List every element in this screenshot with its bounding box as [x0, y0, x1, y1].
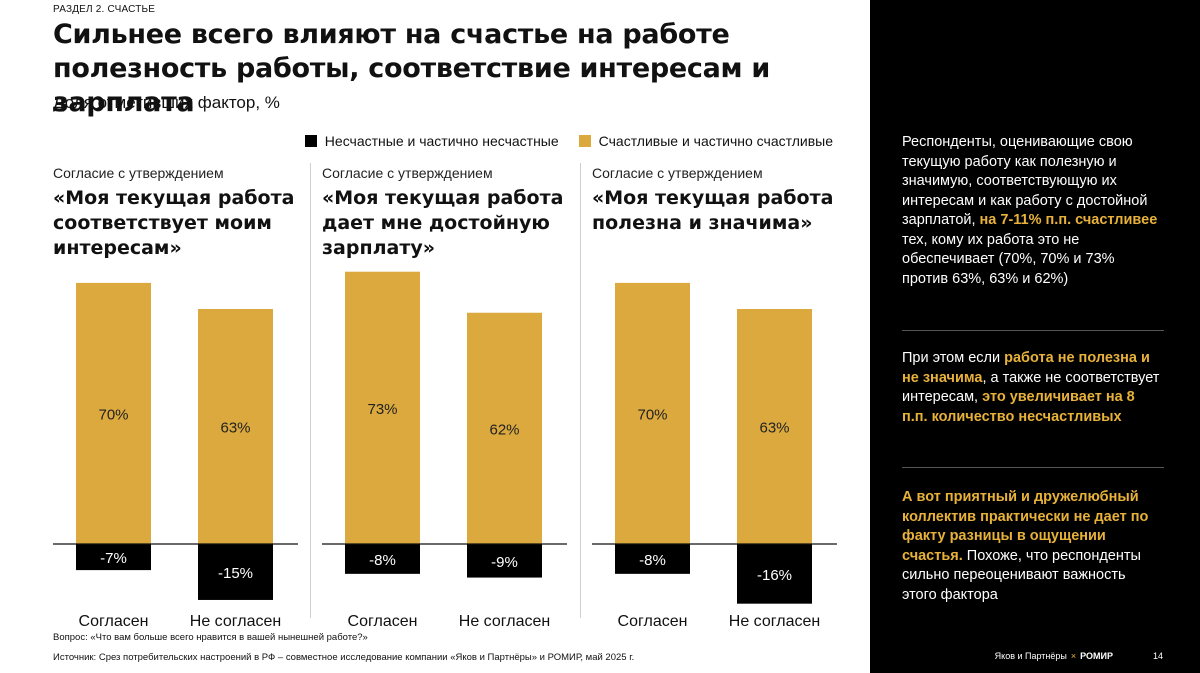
category-label: Не согласен: [190, 613, 281, 630]
insight-2-highlight-1: работа не полезна и не значима: [902, 350, 1150, 386]
unhappy-value-label: -9%: [491, 554, 518, 571]
main-content: РАЗДЕЛ 2. СЧАСТЬЕ Сильнее всего влияют н…: [53, 4, 842, 663]
unhappy-bar: [615, 544, 690, 574]
insight-2-text: При этом если: [902, 350, 1005, 366]
happy-bar: [467, 312, 542, 544]
unhappy-bar: [345, 544, 420, 574]
panel-divider: [310, 163, 311, 618]
brand-separator: ×: [1070, 651, 1077, 661]
panel-statement: «Моя текущая работа соответствует моим и…: [53, 187, 295, 259]
legend-swatch-happy: [578, 135, 591, 147]
unhappy-value-label: -16%: [757, 567, 792, 584]
panel-caption: Согласие с утверждением: [53, 165, 224, 181]
page-subtitle: Доля отметивших фактор, %: [53, 93, 280, 112]
section-label: РАЗДЕЛ 2. СЧАСТЬЕ: [53, 4, 156, 15]
panel-statement: «Моя текущая работа дает мне достойную з…: [322, 187, 564, 259]
insight-3-text: Похоже, что респонденты сильно переоцени…: [902, 547, 1141, 603]
insight-2-highlight-2: это увеличивает на 8 п.п. количество нес…: [902, 389, 1135, 425]
happy-bar: [615, 282, 690, 544]
insight-block-3: А вот приятный и дружелюбный коллектив п…: [902, 488, 1164, 605]
happy-value-label: 70%: [98, 406, 128, 423]
insight-3-highlight: А вот приятный и дружелюбный коллектив п…: [902, 489, 1149, 564]
panel-caption: Согласие с утверждением: [592, 165, 763, 181]
unhappy-bar: [76, 544, 151, 571]
happy-value-label: 70%: [637, 406, 667, 423]
happy-bar: [345, 271, 420, 544]
insight-block-2: При этом если работа не полезна и не зна…: [902, 349, 1164, 427]
chart-panel-interests: Согласие с утверждением «Моя текущая раб…: [53, 162, 303, 634]
insights-sidebar: Респонденты, оценивающие свою текущую ра…: [870, 0, 1200, 673]
legend-item-happy: Счастливые и частично счастливые: [578, 133, 833, 149]
happy-bar: [76, 282, 151, 544]
bar-chart: 70% -8% Согласен 63% -16% Не согласен: [592, 282, 837, 630]
footnote-source: Источник: Срез потребительских настроени…: [53, 652, 635, 663]
happy-value-label: 63%: [220, 420, 250, 437]
category-label: Согласен: [79, 613, 149, 630]
brand-romir-logo: РОМИР: [1080, 651, 1113, 661]
chart-panel-salary: Согласие с утверждением «Моя текущая раб…: [322, 162, 572, 634]
sidebar-divider: [902, 330, 1164, 331]
chart-panel-meaningful: Согласие с утверждением «Моя текущая раб…: [592, 162, 842, 634]
insight-1-text-end: тех, кому их работа это не обеспечивает …: [902, 231, 1115, 287]
insight-block-1: Респонденты, оценивающие свою текущую ра…: [902, 133, 1164, 289]
happy-bar: [198, 309, 273, 544]
unhappy-value-label: -8%: [639, 552, 666, 569]
insight-2-text-mid: , а также не соответствует интересам,: [902, 369, 1160, 406]
happy-value-label: 62%: [489, 421, 519, 438]
legend-item-unhappy: Несчастные и частично несчастные: [304, 133, 559, 149]
unhappy-value-label: -8%: [369, 552, 396, 569]
footnote-question: Вопрос: «Что вам больше всего нравится в…: [53, 632, 368, 643]
happy-value-label: 73%: [367, 401, 397, 418]
unhappy-bar: [737, 544, 812, 604]
unhappy-value-label: -15%: [218, 565, 253, 582]
insight-1-highlight: на 7-11% п.п. счастливее: [979, 212, 1158, 228]
brand-logos: Яков и Партнёры × РОМИР: [995, 651, 1113, 661]
happy-bar: [737, 309, 812, 544]
page-title: Сильнее всего влияют на счастье на работ…: [53, 19, 771, 118]
panel-statement: «Моя текущая работа полезна и значима»: [592, 187, 834, 234]
sidebar-divider: [902, 467, 1164, 468]
category-label: Согласен: [348, 613, 418, 630]
unhappy-value-label: -7%: [100, 550, 127, 567]
bar-chart: 73% -8% Согласен 62% -9% Не согласен: [322, 271, 567, 630]
unhappy-bar: [467, 544, 542, 578]
page-number: 14: [1152, 651, 1163, 661]
brand-yakov-logo: Яков и Партнёры: [994, 651, 1067, 661]
category-label: Не согласен: [729, 613, 820, 630]
panel-divider: [580, 163, 581, 618]
unhappy-bar: [198, 544, 273, 600]
category-label: Согласен: [618, 613, 688, 630]
chart-legend: Несчастные и частично несчастные Счастли…: [285, 133, 833, 149]
insight-1-text: Респонденты, оценивающие свою текущую ра…: [902, 134, 1148, 228]
category-label: Не согласен: [459, 613, 550, 630]
legend-swatch-unhappy: [304, 135, 317, 147]
legend-label-unhappy: Несчастные и частично несчастные: [324, 133, 559, 149]
legend-label-happy: Счастливые и частично счастливые: [598, 133, 833, 149]
bar-chart: 70% -7% Согласен 63% -15% Не согласен: [53, 282, 298, 630]
panel-caption: Согласие с утверждением: [322, 165, 493, 181]
happy-value-label: 63%: [759, 420, 789, 437]
